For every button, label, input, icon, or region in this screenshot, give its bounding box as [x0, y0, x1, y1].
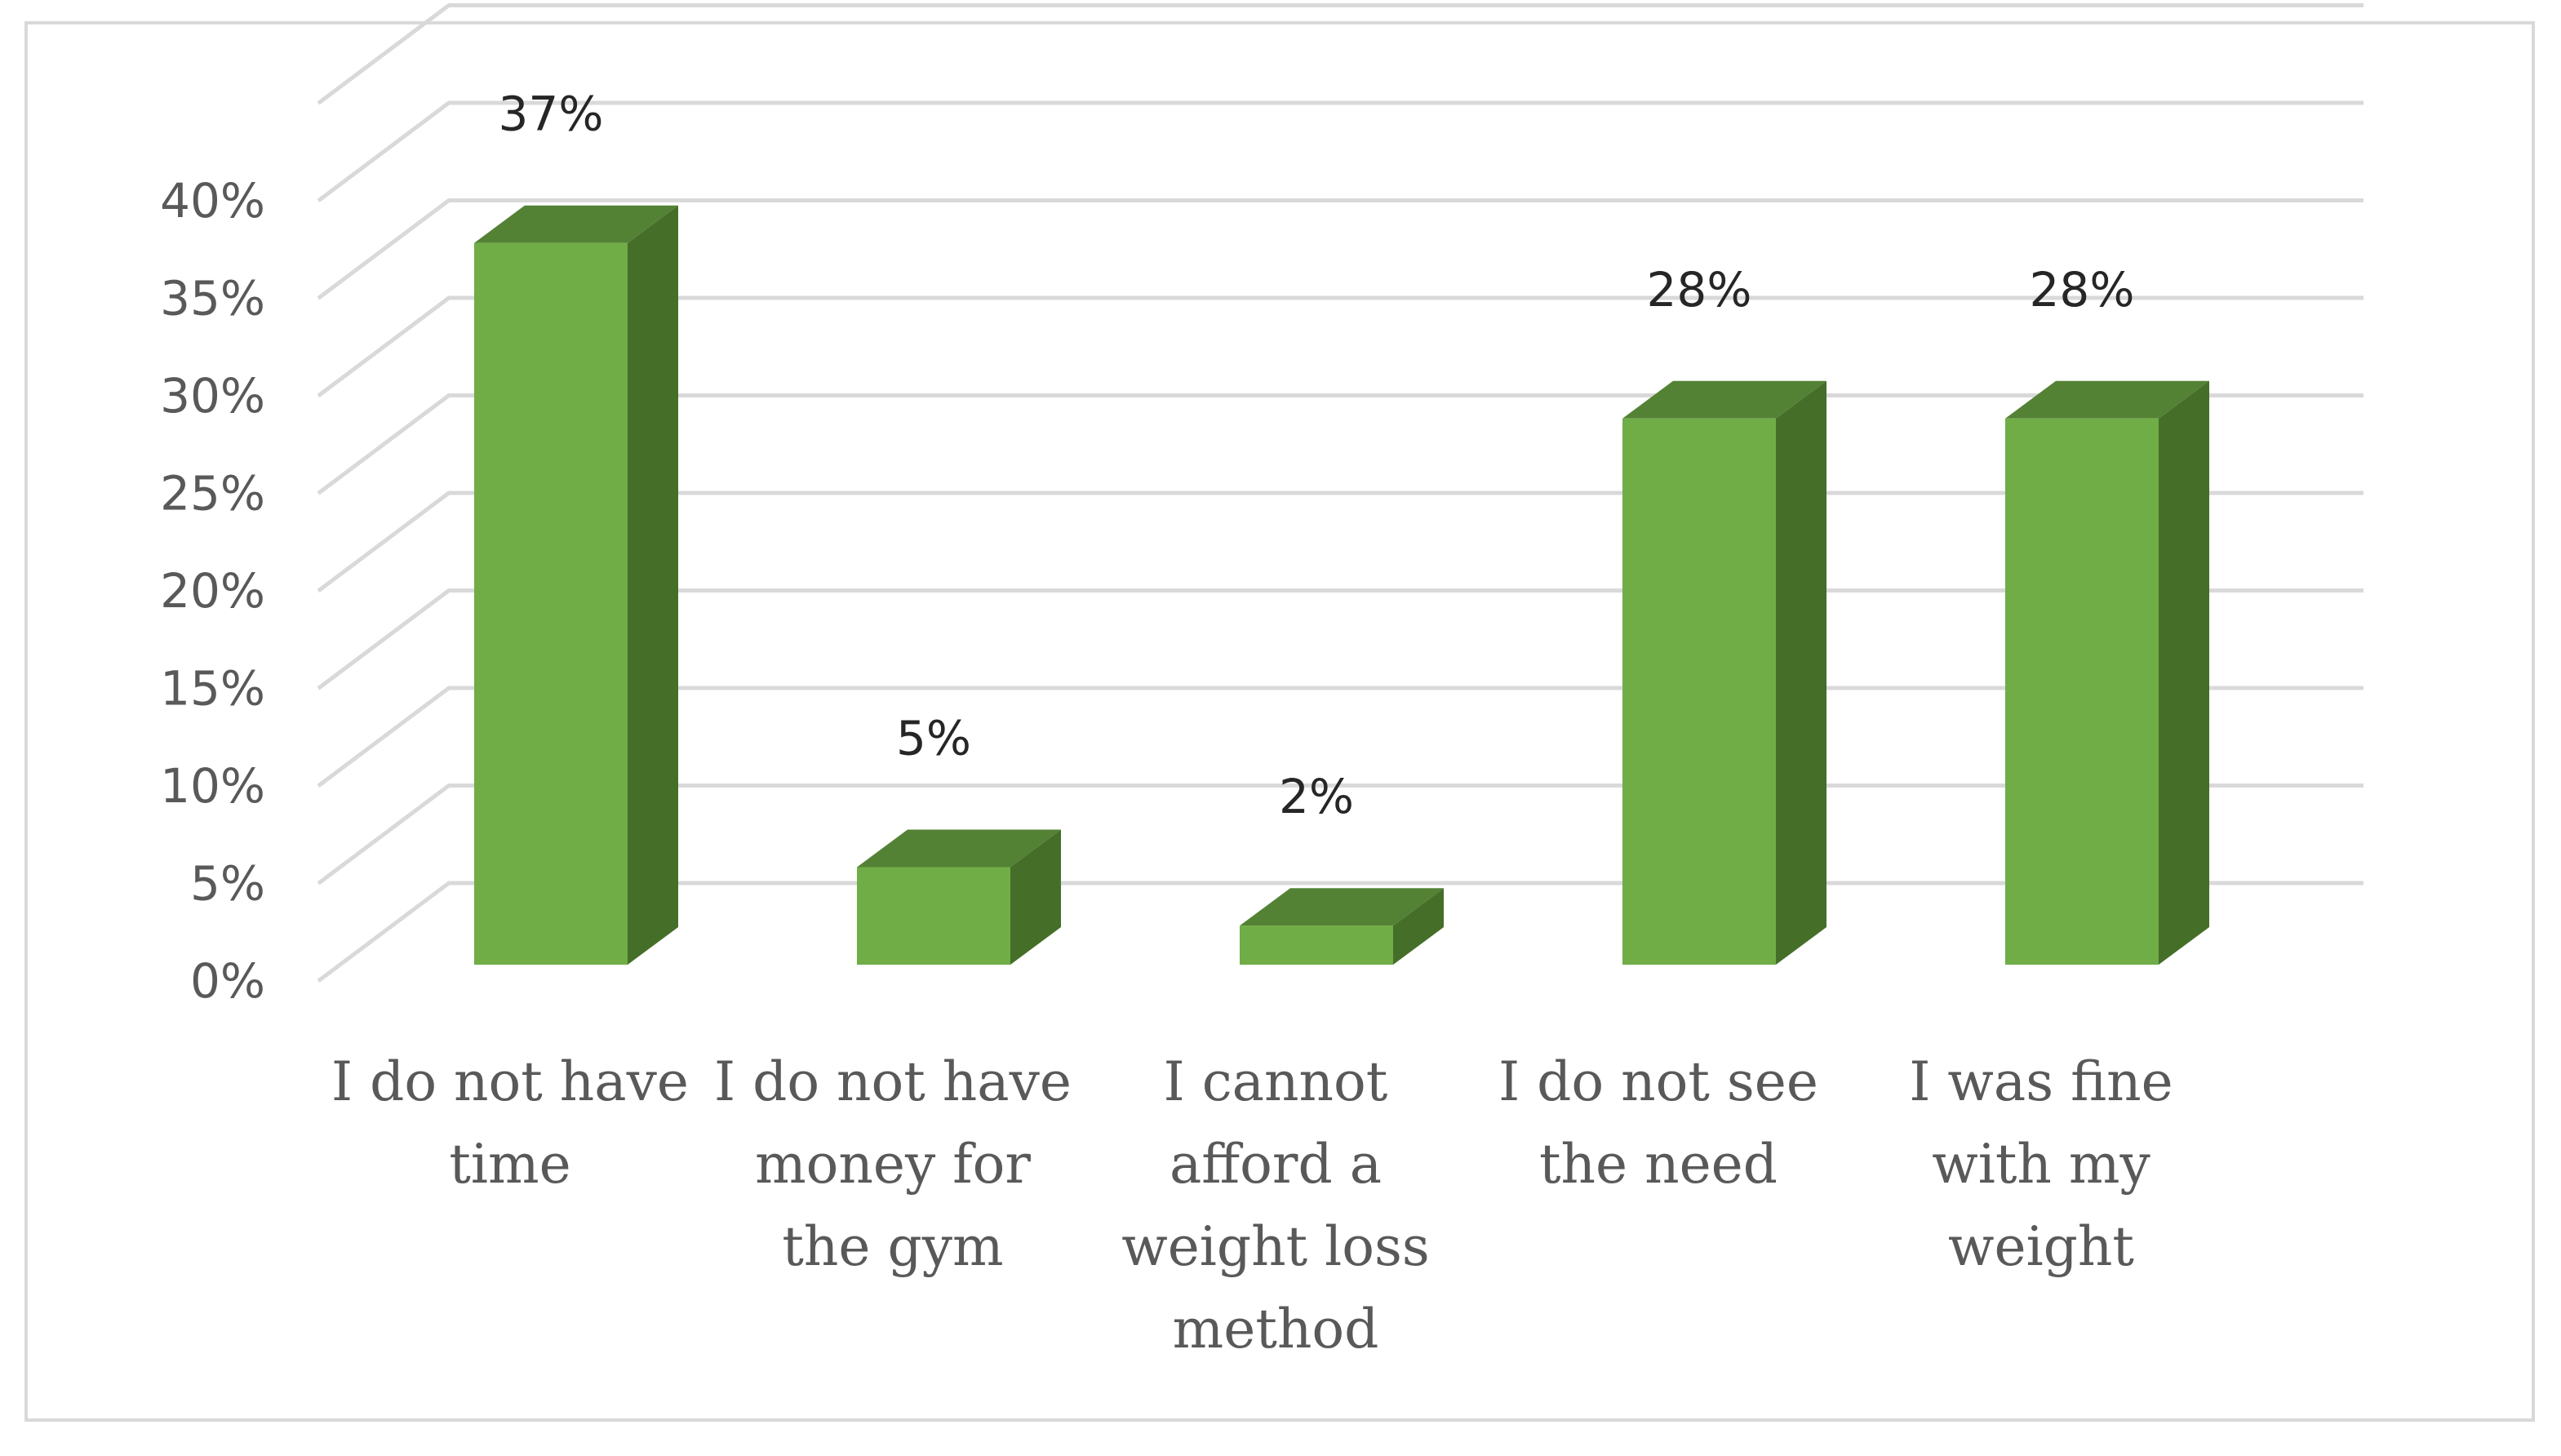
- bar-side: [2159, 380, 2209, 965]
- bar-front: [474, 242, 628, 965]
- bar-top: [857, 829, 1061, 868]
- category-label: I do not see the need: [1498, 1050, 1818, 1196]
- y-tick-label: 20%: [160, 563, 265, 619]
- bar-top: [474, 205, 678, 243]
- bar-top: [2005, 380, 2209, 419]
- bar-side: [1776, 380, 1826, 965]
- y-tick-label: 25%: [160, 466, 265, 522]
- y-tick-label: 15%: [160, 661, 265, 717]
- category-label: I do not have money for the gym: [714, 1050, 1072, 1278]
- category-label: I cannot afford a weight loss method: [1121, 1050, 1430, 1361]
- y-tick-label: 30%: [160, 368, 265, 424]
- data-label: 28%: [2030, 262, 2135, 317]
- gridline: [317, 3, 2363, 105]
- gridline: [317, 100, 2363, 202]
- bar: [474, 205, 678, 965]
- bar-front: [1622, 418, 1776, 965]
- bar-top: [1622, 380, 1826, 419]
- bar-front: [1240, 926, 1393, 965]
- category-label: I was fine with my weight: [1909, 1050, 2173, 1278]
- gridline: [317, 198, 2363, 300]
- bar-side: [1010, 829, 1061, 965]
- y-tick-label: 5%: [190, 856, 265, 912]
- data-label: 28%: [1647, 262, 1752, 317]
- y-tick-label: 10%: [160, 758, 265, 814]
- y-tick-label: 0%: [190, 953, 265, 1009]
- gridline: [317, 295, 2363, 397]
- labels: 0% 5% 10% 15% 20% 25% 30% 35% 40% 37% I do not hav…: [160, 87, 2173, 1361]
- y-tick-label: 40%: [160, 173, 265, 229]
- data-label: 37%: [499, 87, 604, 142]
- category-label: I do not have time: [331, 1050, 689, 1196]
- data-label: 5%: [896, 711, 971, 766]
- bar: [1240, 888, 1444, 965]
- bar-front: [2005, 418, 2159, 965]
- bar-top: [1240, 888, 1444, 926]
- bar: [2005, 380, 2209, 965]
- bar: [1622, 380, 1826, 965]
- bar: [857, 829, 1061, 965]
- bar-side: [1393, 888, 1444, 965]
- bars: [474, 205, 2209, 965]
- y-tick-label: 35%: [160, 271, 265, 326]
- bar-front: [857, 867, 1010, 965]
- data-label: 2%: [1279, 769, 1354, 824]
- bar-side: [628, 205, 678, 965]
